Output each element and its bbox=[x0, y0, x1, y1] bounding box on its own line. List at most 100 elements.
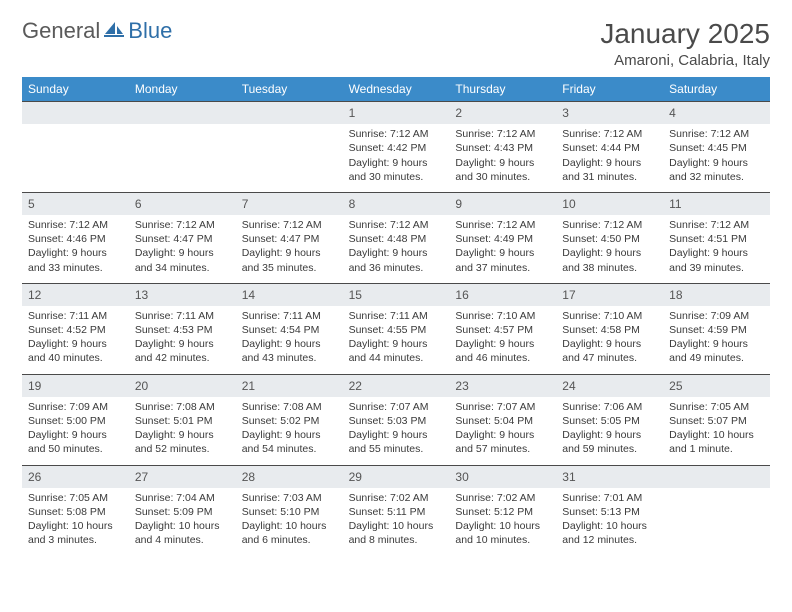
month-title: January 2025 bbox=[600, 18, 770, 50]
sunset-line: Sunset: 4:58 PM bbox=[562, 323, 657, 337]
day-number bbox=[236, 101, 343, 124]
daylight-line: Daylight: 9 hours and 54 minutes. bbox=[242, 428, 337, 456]
sunset-line: Sunset: 4:46 PM bbox=[28, 232, 123, 246]
daylight-line: Daylight: 9 hours and 39 minutes. bbox=[669, 246, 764, 274]
day-number bbox=[663, 465, 770, 488]
sunset-line: Sunset: 5:12 PM bbox=[455, 505, 550, 519]
day-cell: 2Sunrise: 7:12 AMSunset: 4:43 PMDaylight… bbox=[449, 101, 556, 192]
sunrise-line: Sunrise: 7:07 AM bbox=[349, 400, 444, 414]
day-cell: 22Sunrise: 7:07 AMSunset: 5:03 PMDayligh… bbox=[343, 374, 450, 465]
day-number: 6 bbox=[129, 192, 236, 215]
day-cell: 1Sunrise: 7:12 AMSunset: 4:42 PMDaylight… bbox=[343, 101, 450, 192]
day-number: 27 bbox=[129, 465, 236, 488]
sunrise-line: Sunrise: 7:05 AM bbox=[669, 400, 764, 414]
sunrise-line: Sunrise: 7:02 AM bbox=[455, 491, 550, 505]
daylight-line: Daylight: 9 hours and 31 minutes. bbox=[562, 156, 657, 184]
sunrise-line: Sunrise: 7:12 AM bbox=[669, 127, 764, 141]
sunrise-line: Sunrise: 7:12 AM bbox=[455, 127, 550, 141]
sunset-line: Sunset: 4:42 PM bbox=[349, 141, 444, 155]
daylight-line: Daylight: 9 hours and 46 minutes. bbox=[455, 337, 550, 365]
daylight-line: Daylight: 10 hours and 8 minutes. bbox=[349, 519, 444, 547]
day-cell: 21Sunrise: 7:08 AMSunset: 5:02 PMDayligh… bbox=[236, 374, 343, 465]
brand-logo: General Blue bbox=[22, 18, 172, 44]
day-cell: 25Sunrise: 7:05 AMSunset: 5:07 PMDayligh… bbox=[663, 374, 770, 465]
day-number: 16 bbox=[449, 283, 556, 306]
sunrise-line: Sunrise: 7:12 AM bbox=[349, 218, 444, 232]
daylight-line: Daylight: 10 hours and 10 minutes. bbox=[455, 519, 550, 547]
day-number: 14 bbox=[236, 283, 343, 306]
day-number: 31 bbox=[556, 465, 663, 488]
sunset-line: Sunset: 4:50 PM bbox=[562, 232, 657, 246]
sunrise-line: Sunrise: 7:12 AM bbox=[135, 218, 230, 232]
day-number: 15 bbox=[343, 283, 450, 306]
day-number: 25 bbox=[663, 374, 770, 397]
day-cell: 10Sunrise: 7:12 AMSunset: 4:50 PMDayligh… bbox=[556, 192, 663, 283]
sunset-line: Sunset: 5:09 PM bbox=[135, 505, 230, 519]
sunrise-line: Sunrise: 7:04 AM bbox=[135, 491, 230, 505]
day-cell: 16Sunrise: 7:10 AMSunset: 4:57 PMDayligh… bbox=[449, 283, 556, 374]
day-number: 11 bbox=[663, 192, 770, 215]
day-number: 20 bbox=[129, 374, 236, 397]
brand-part1: General bbox=[22, 18, 100, 44]
day-cell: 11 Sunrise: 7:12 AMSunset: 4:51 PMDayligh… bbox=[663, 192, 770, 283]
sunrise-line: Sunrise: 7:05 AM bbox=[28, 491, 123, 505]
sunset-line: Sunset: 5:13 PM bbox=[562, 505, 657, 519]
day-number: 30 bbox=[449, 465, 556, 488]
day-cell: 9Sunrise: 7:12 AMSunset: 4:49 PMDaylight… bbox=[449, 192, 556, 283]
week-row: 26Sunrise: 7:05 AMSunset: 5:08 PMDayligh… bbox=[22, 465, 770, 556]
day-cell: 7Sunrise: 7:12 AMSunset: 4:47 PMDaylight… bbox=[236, 192, 343, 283]
day-cell: 4Sunrise: 7:12 AMSunset: 4:45 PMDaylight… bbox=[663, 101, 770, 192]
daylight-line: Daylight: 9 hours and 32 minutes. bbox=[669, 156, 764, 184]
sunset-line: Sunset: 4:49 PM bbox=[455, 232, 550, 246]
calendar-grid: 1Sunrise: 7:12 AMSunset: 4:42 PMDaylight… bbox=[22, 101, 770, 555]
day-header-cell: Sunday bbox=[22, 77, 129, 101]
sunset-line: Sunset: 5:04 PM bbox=[455, 414, 550, 428]
day-cell: 29Sunrise: 7:02 AMSunset: 5:11 PMDayligh… bbox=[343, 465, 450, 556]
location-text: Amaroni, Calabria, Italy bbox=[600, 52, 770, 69]
sunrise-line: Sunrise: 7:09 AM bbox=[669, 309, 764, 323]
sunset-line: Sunset: 5:07 PM bbox=[669, 414, 764, 428]
day-header-cell: Friday bbox=[556, 77, 663, 101]
day-number: 8 bbox=[343, 192, 450, 215]
daylight-line: Daylight: 9 hours and 47 minutes. bbox=[562, 337, 657, 365]
day-cell: 8Sunrise: 7:12 AMSunset: 4:48 PMDaylight… bbox=[343, 192, 450, 283]
day-number: 12 bbox=[22, 283, 129, 306]
empty-cell bbox=[663, 465, 770, 556]
sunset-line: Sunset: 4:51 PM bbox=[669, 232, 764, 246]
sunrise-line: Sunrise: 7:03 AM bbox=[242, 491, 337, 505]
day-number: 29 bbox=[343, 465, 450, 488]
day-number: 13 bbox=[129, 283, 236, 306]
day-number: 4 bbox=[663, 101, 770, 124]
day-number: 26 bbox=[22, 465, 129, 488]
sunrise-line: Sunrise: 7:11 AM bbox=[28, 309, 123, 323]
sunrise-line: Sunrise: 7:12 AM bbox=[669, 218, 764, 232]
sunrise-line: Sunrise: 7:11 AM bbox=[135, 309, 230, 323]
day-cell: 18Sunrise: 7:09 AMSunset: 4:59 PMDayligh… bbox=[663, 283, 770, 374]
sunrise-line: Sunrise: 7:11 AM bbox=[349, 309, 444, 323]
sunset-line: Sunset: 4:59 PM bbox=[669, 323, 764, 337]
day-cell: 3Sunrise: 7:12 AMSunset: 4:44 PMDaylight… bbox=[556, 101, 663, 192]
sunset-line: Sunset: 5:10 PM bbox=[242, 505, 337, 519]
day-cell: 6Sunrise: 7:12 AMSunset: 4:47 PMDaylight… bbox=[129, 192, 236, 283]
day-cell: 26Sunrise: 7:05 AMSunset: 5:08 PMDayligh… bbox=[22, 465, 129, 556]
day-cell: 23Sunrise: 7:07 AMSunset: 5:04 PMDayligh… bbox=[449, 374, 556, 465]
daylight-line: Daylight: 10 hours and 6 minutes. bbox=[242, 519, 337, 547]
daylight-line: Daylight: 9 hours and 30 minutes. bbox=[349, 156, 444, 184]
day-cell: 28Sunrise: 7:03 AMSunset: 5:10 PMDayligh… bbox=[236, 465, 343, 556]
day-cell: 20Sunrise: 7:08 AMSunset: 5:01 PMDayligh… bbox=[129, 374, 236, 465]
sunset-line: Sunset: 5:01 PM bbox=[135, 414, 230, 428]
day-number: 2 bbox=[449, 101, 556, 124]
sunrise-line: Sunrise: 7:01 AM bbox=[562, 491, 657, 505]
sunset-line: Sunset: 4:44 PM bbox=[562, 141, 657, 155]
daylight-line: Daylight: 9 hours and 49 minutes. bbox=[669, 337, 764, 365]
day-cell: 17Sunrise: 7:10 AMSunset: 4:58 PMDayligh… bbox=[556, 283, 663, 374]
daylight-line: Daylight: 9 hours and 59 minutes. bbox=[562, 428, 657, 456]
daylight-line: Daylight: 9 hours and 30 minutes. bbox=[455, 156, 550, 184]
day-header-cell: Thursday bbox=[449, 77, 556, 101]
daylight-line: Daylight: 9 hours and 42 minutes. bbox=[135, 337, 230, 365]
sunset-line: Sunset: 4:48 PM bbox=[349, 232, 444, 246]
daylight-line: Daylight: 9 hours and 44 minutes. bbox=[349, 337, 444, 365]
daylight-line: Daylight: 9 hours and 52 minutes. bbox=[135, 428, 230, 456]
sunrise-line: Sunrise: 7:09 AM bbox=[28, 400, 123, 414]
daylight-line: Daylight: 9 hours and 50 minutes. bbox=[28, 428, 123, 456]
